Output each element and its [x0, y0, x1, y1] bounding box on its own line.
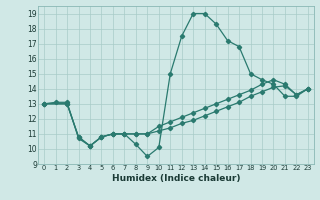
- X-axis label: Humidex (Indice chaleur): Humidex (Indice chaleur): [112, 174, 240, 183]
